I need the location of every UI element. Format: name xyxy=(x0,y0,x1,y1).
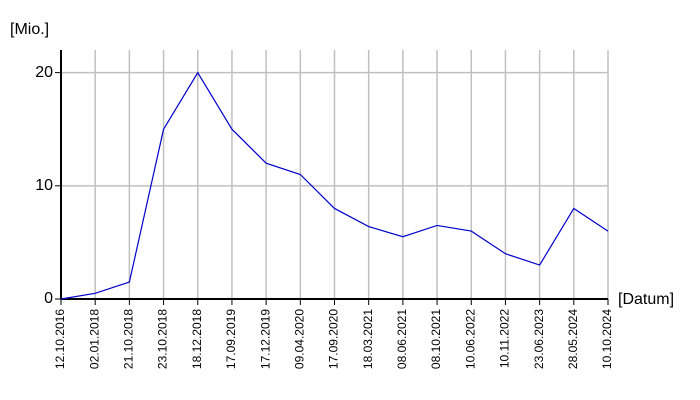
data-line xyxy=(60,71,609,300)
x-tick-label: 17.09.2019 xyxy=(224,309,238,369)
x-tick-label: 23.06.2023 xyxy=(532,309,546,369)
x-tick-label: 02.01.2018 xyxy=(87,309,101,369)
x-tick-label: 08.10.2021 xyxy=(429,309,443,369)
y-tick-label: 20 xyxy=(35,64,53,81)
y-tick-label: 10 xyxy=(35,177,53,194)
x-axis-label: [Datum] xyxy=(618,291,674,308)
y-axis-label: [Mio.] xyxy=(10,21,49,38)
x-tick-label: 09.04.2020 xyxy=(292,309,306,369)
x-tick-label: 23.10.2018 xyxy=(156,309,170,369)
x-tick-label: 28.05.2024 xyxy=(566,309,580,369)
x-tick-label: 08.06.2021 xyxy=(395,309,409,369)
x-tick-label: 18.12.2018 xyxy=(190,309,204,369)
x-tick-label: 18.03.2021 xyxy=(361,309,375,369)
x-tick-label: 12.10.2016 xyxy=(53,309,67,369)
x-tick-label: 17.12.2019 xyxy=(258,309,272,369)
x-tick-label: 10.10.2024 xyxy=(600,309,614,369)
y-tick-label: 0 xyxy=(44,290,53,307)
x-tick-label: 21.10.2018 xyxy=(122,309,136,369)
x-tick-label: 17.09.2020 xyxy=(327,309,341,369)
x-tick-label: 10.11.2022 xyxy=(498,309,512,368)
x-tick-label: 10.06.2022 xyxy=(463,309,477,369)
